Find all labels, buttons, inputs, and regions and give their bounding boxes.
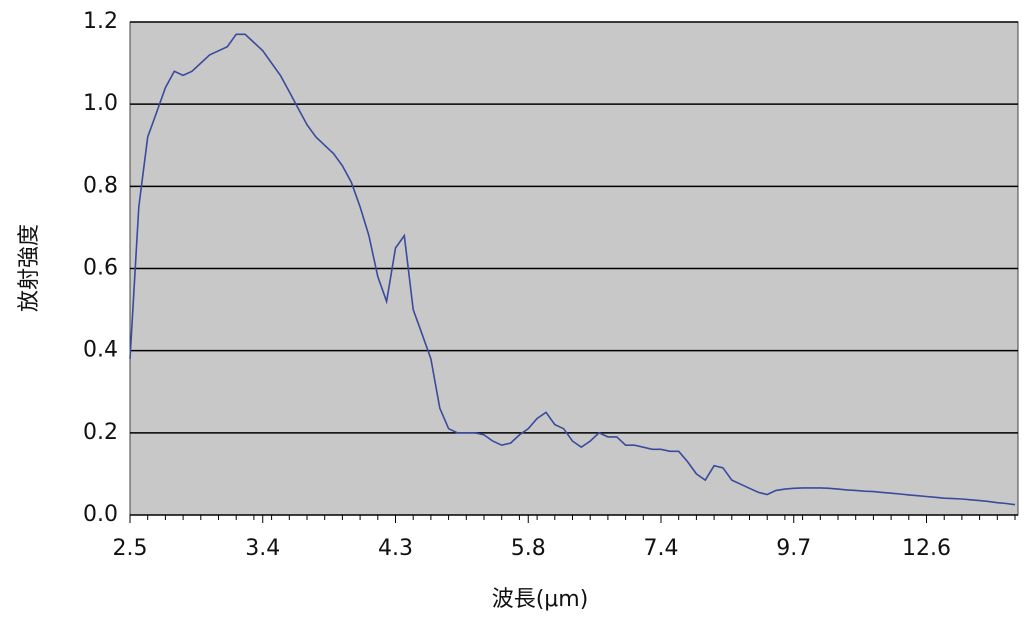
x-tick-label: 3.4	[245, 536, 280, 561]
x-tick-label: 9.7	[776, 536, 811, 561]
y-tick-label: 1.0	[83, 91, 118, 116]
data-line	[129, 33, 1016, 506]
x-tick-label: 7.4	[644, 536, 679, 561]
x-axis-label: 波長(μm)	[492, 587, 589, 612]
x-tick-label: 5.8	[511, 536, 546, 561]
x-tick-label: 4.3	[378, 536, 413, 561]
x-tick-label: 12.6	[902, 536, 951, 561]
y-tick-label: 1.2	[83, 9, 118, 34]
y-tick-label: 0.2	[83, 420, 118, 445]
y-tick-label: 0.8	[83, 173, 118, 198]
y-axis-label: 放射強度	[17, 224, 42, 312]
y-tick-label: 0.4	[83, 338, 118, 363]
y-tick-label: 0.6	[83, 256, 118, 281]
y-tick-label: 0.0	[83, 502, 118, 527]
x-tick-label: 2.5	[113, 536, 148, 561]
